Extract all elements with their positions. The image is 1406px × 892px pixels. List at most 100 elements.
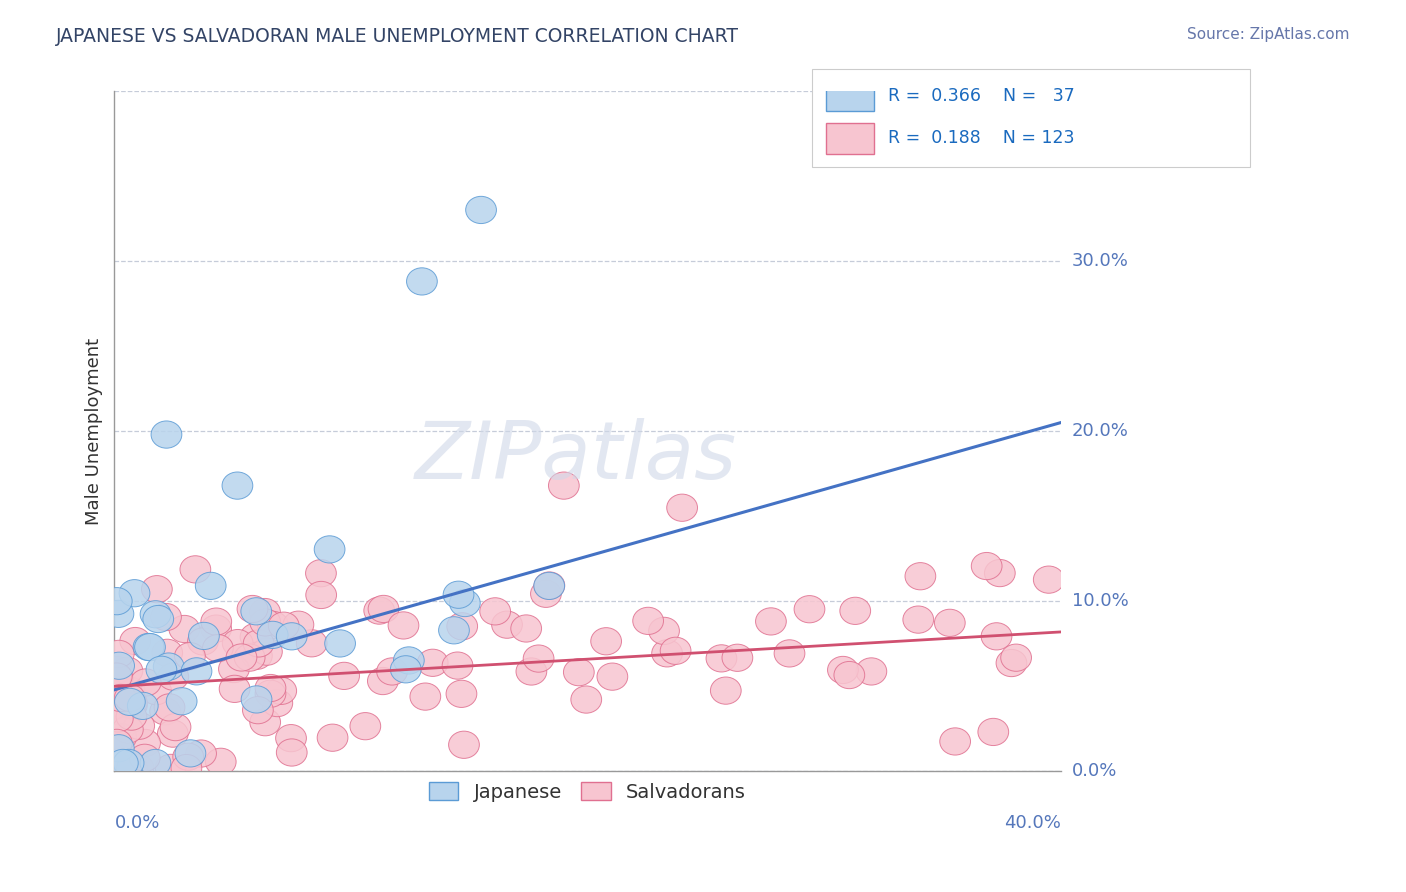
Ellipse shape (755, 607, 786, 635)
Ellipse shape (201, 608, 232, 635)
Ellipse shape (329, 662, 360, 690)
Ellipse shape (188, 623, 219, 649)
Ellipse shape (250, 599, 280, 625)
FancyBboxPatch shape (827, 80, 873, 112)
Ellipse shape (364, 597, 395, 624)
Ellipse shape (935, 609, 965, 637)
Ellipse shape (181, 657, 212, 685)
Ellipse shape (105, 684, 136, 712)
Ellipse shape (101, 730, 132, 756)
Ellipse shape (325, 630, 356, 657)
Ellipse shape (391, 656, 422, 683)
Text: JAPANESE VS SALVADORAN MALE UNEMPLOYMENT CORRELATION CHART: JAPANESE VS SALVADORAN MALE UNEMPLOYMENT… (56, 27, 740, 45)
Ellipse shape (117, 689, 148, 716)
Ellipse shape (101, 663, 132, 690)
Ellipse shape (120, 580, 150, 607)
Ellipse shape (633, 607, 664, 634)
Ellipse shape (124, 755, 153, 781)
Text: 40.0%: 40.0% (1071, 82, 1129, 100)
Ellipse shape (388, 612, 419, 639)
Ellipse shape (449, 731, 479, 758)
FancyBboxPatch shape (813, 69, 1250, 168)
Ellipse shape (903, 606, 934, 633)
Ellipse shape (195, 573, 226, 599)
Ellipse shape (155, 755, 186, 781)
Ellipse shape (530, 580, 561, 607)
Ellipse shape (939, 728, 970, 755)
Ellipse shape (1001, 644, 1032, 672)
Ellipse shape (146, 657, 177, 683)
Ellipse shape (775, 640, 804, 667)
Ellipse shape (394, 647, 425, 674)
Ellipse shape (828, 657, 858, 683)
Text: 0.0%: 0.0% (1071, 763, 1118, 780)
Ellipse shape (117, 691, 148, 719)
Ellipse shape (150, 698, 180, 725)
Ellipse shape (1033, 566, 1064, 593)
Ellipse shape (153, 653, 184, 681)
Ellipse shape (104, 735, 134, 762)
Ellipse shape (534, 572, 565, 599)
Ellipse shape (235, 644, 264, 672)
Ellipse shape (104, 652, 135, 680)
Ellipse shape (492, 611, 523, 639)
Ellipse shape (104, 755, 135, 781)
Ellipse shape (129, 744, 160, 772)
Ellipse shape (250, 708, 281, 736)
Ellipse shape (972, 552, 1002, 580)
Text: 40.0%: 40.0% (1004, 814, 1060, 832)
Ellipse shape (283, 611, 314, 639)
Ellipse shape (104, 640, 134, 667)
Ellipse shape (166, 688, 197, 714)
Ellipse shape (257, 621, 288, 648)
Ellipse shape (219, 675, 250, 703)
Ellipse shape (465, 196, 496, 224)
Ellipse shape (839, 598, 870, 624)
Ellipse shape (418, 649, 449, 676)
Ellipse shape (169, 615, 200, 642)
Ellipse shape (114, 684, 145, 712)
Text: ZIPatlas: ZIPatlas (415, 417, 737, 496)
Ellipse shape (150, 421, 181, 448)
Ellipse shape (368, 595, 399, 623)
Ellipse shape (979, 718, 1008, 746)
Ellipse shape (142, 575, 173, 603)
Ellipse shape (129, 730, 160, 756)
Ellipse shape (201, 615, 232, 642)
Ellipse shape (101, 657, 132, 683)
Ellipse shape (905, 563, 936, 590)
Legend: Japanese, Salvadorans: Japanese, Salvadorans (422, 774, 754, 809)
Ellipse shape (103, 705, 134, 732)
Ellipse shape (571, 686, 602, 714)
Ellipse shape (443, 581, 474, 608)
Ellipse shape (103, 600, 134, 627)
Ellipse shape (242, 642, 273, 669)
Ellipse shape (450, 590, 481, 616)
Ellipse shape (406, 268, 437, 295)
Ellipse shape (377, 657, 408, 685)
Text: 30.0%: 30.0% (1071, 252, 1129, 270)
Ellipse shape (173, 743, 204, 771)
Ellipse shape (661, 637, 690, 665)
Ellipse shape (447, 613, 478, 640)
Ellipse shape (180, 556, 211, 583)
Ellipse shape (101, 588, 132, 615)
Ellipse shape (152, 640, 183, 666)
Ellipse shape (834, 662, 865, 689)
Ellipse shape (114, 689, 145, 715)
Ellipse shape (523, 645, 554, 673)
Ellipse shape (367, 667, 398, 695)
Ellipse shape (984, 559, 1015, 587)
Ellipse shape (205, 748, 236, 775)
Ellipse shape (479, 598, 510, 625)
Ellipse shape (242, 686, 271, 713)
Ellipse shape (856, 657, 887, 685)
FancyBboxPatch shape (827, 123, 873, 153)
Ellipse shape (652, 640, 682, 667)
Ellipse shape (254, 680, 285, 707)
Ellipse shape (257, 611, 288, 639)
Ellipse shape (710, 677, 741, 705)
Ellipse shape (250, 609, 281, 636)
Ellipse shape (117, 703, 146, 731)
Ellipse shape (134, 633, 165, 661)
